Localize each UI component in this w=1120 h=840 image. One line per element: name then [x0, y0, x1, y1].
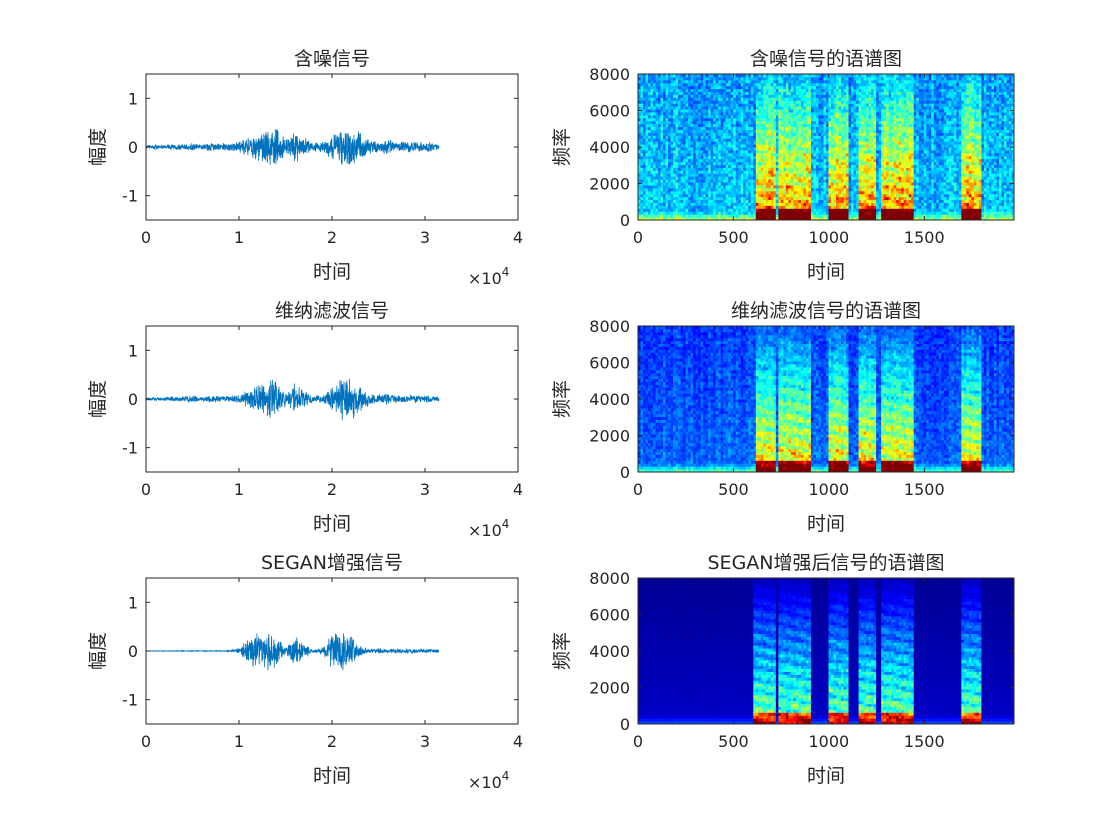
- x-axis-label: 时间: [313, 261, 351, 283]
- chart-title: 含噪信号的语谱图: [750, 48, 902, 70]
- plot-content: [638, 74, 1015, 221]
- noisy_wave-axes: 含噪信号 0 1 2 3 4 1 0 -1 时间 幅度 ×104: [87, 48, 523, 288]
- spectrogram-cells: [638, 74, 1015, 221]
- x-tick-label: 3: [420, 228, 430, 247]
- x-tick-label: 4: [513, 228, 523, 247]
- y-axis-label: 幅度: [87, 128, 109, 166]
- x-tick-label: 0: [141, 228, 151, 247]
- x-exponent-label: ×104: [468, 265, 509, 288]
- y-tick-label: -1: [122, 187, 138, 206]
- x-tick-label: 2: [327, 228, 337, 247]
- y-tick-label: 1: [128, 89, 138, 108]
- chart-title: 含噪信号: [294, 48, 370, 70]
- y-tick-label: 0: [128, 138, 138, 157]
- x-tick-label: 1: [234, 228, 244, 247]
